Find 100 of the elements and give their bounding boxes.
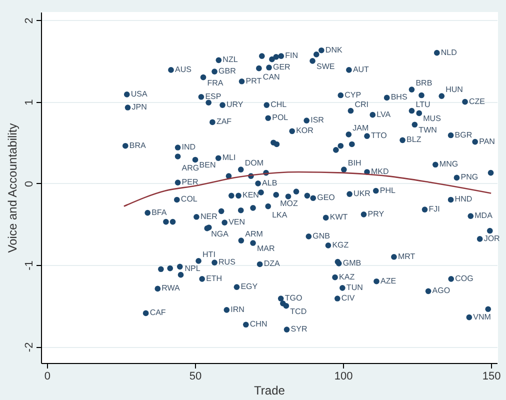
annotation: VEN xyxy=(228,218,246,227)
annotation: MOZ xyxy=(280,198,298,208)
annotation: RWA xyxy=(162,284,181,293)
annotation: ARG xyxy=(182,163,200,172)
annotation: PAN xyxy=(479,136,496,146)
annotation: TCD xyxy=(290,306,307,316)
annotation: DNK xyxy=(325,45,343,54)
annotation: VNM xyxy=(473,312,492,322)
annotation: LKA xyxy=(272,210,288,220)
annotation: RUS xyxy=(218,258,236,267)
annotation: GNB xyxy=(312,231,330,240)
annotation: NPL xyxy=(184,264,201,273)
y-tick-label: -1 xyxy=(24,260,36,270)
annotation: CHN xyxy=(250,320,268,329)
annotation: KAZ xyxy=(339,272,355,282)
annotation: GER xyxy=(273,62,291,72)
annotation: BGR xyxy=(454,130,472,140)
annotation: GMB xyxy=(342,258,362,268)
annotation: CAN xyxy=(262,72,280,82)
annotation: HND xyxy=(454,194,472,204)
annotation: ALB xyxy=(262,178,278,188)
annotation: DZA xyxy=(264,259,280,268)
annotation: EGY xyxy=(240,282,258,292)
annotation: GBR xyxy=(218,66,236,76)
annotation: DOM xyxy=(244,158,264,168)
annotation: BEN xyxy=(199,160,216,170)
annotation: PHL xyxy=(380,186,396,195)
annotation: SYR xyxy=(290,324,308,334)
annotation: BIH xyxy=(348,158,362,168)
annotation: CHL xyxy=(270,100,288,110)
annotation: CYP xyxy=(344,90,362,100)
annotation: NGA xyxy=(211,229,230,238)
annotation: PNG xyxy=(460,172,478,182)
x-tick-label: 50 xyxy=(189,370,202,382)
annotation: LVA xyxy=(376,110,392,119)
annotation: MLI xyxy=(222,153,236,162)
annotation: NER xyxy=(200,212,218,221)
annotation: AUT xyxy=(352,64,370,74)
annotation: TTO xyxy=(371,131,387,140)
annotation: MNG xyxy=(439,160,458,169)
annotation: UKR xyxy=(354,189,371,198)
annotation: JOR xyxy=(484,234,500,243)
annotation: MRT xyxy=(398,252,416,261)
x-tick-label: 150 xyxy=(482,370,501,382)
annotation: URY xyxy=(226,100,244,110)
annotation: AZE xyxy=(380,276,396,286)
annotation: IRN xyxy=(230,304,245,314)
annotation: BFA xyxy=(152,208,168,217)
annotation: GEO xyxy=(317,193,335,202)
annotation: IND xyxy=(182,142,196,152)
annotation: KWT xyxy=(330,212,348,222)
annotation: KOR xyxy=(296,126,314,136)
annotation: FJI xyxy=(428,204,440,214)
annotation: COL xyxy=(180,194,198,204)
annotation: MDA xyxy=(474,211,494,220)
annotation: PRY xyxy=(368,209,385,218)
annotation: NZL xyxy=(222,55,238,64)
annotation: ARM xyxy=(245,230,264,239)
y-tick-label: 0 xyxy=(24,180,36,187)
annotation: ESP xyxy=(205,92,222,101)
annotation: PER xyxy=(182,178,198,187)
y-tick-label: 2 xyxy=(24,18,36,24)
annotation: CZE xyxy=(469,96,486,106)
annotation: AGO xyxy=(432,286,450,296)
annotation: SWE xyxy=(316,62,335,71)
annotation: PRT xyxy=(246,76,262,86)
annotation: POL xyxy=(272,113,289,122)
annotation: KGZ xyxy=(332,240,349,250)
annotation: BLZ xyxy=(406,135,422,144)
annotation: BRA xyxy=(129,140,147,150)
x-axis-title: Trade xyxy=(254,384,286,398)
annotation: KEN xyxy=(242,190,260,200)
annotation: BRB xyxy=(416,78,432,88)
annotation: CIV xyxy=(341,294,356,303)
annotation: MUS xyxy=(423,114,441,124)
y-axis-title: Voice and Accountability xyxy=(6,123,20,253)
annotation: CRI xyxy=(354,100,369,109)
annotation: FRA xyxy=(207,78,224,88)
annotation: MKD xyxy=(371,166,390,176)
annotation: ZAF xyxy=(216,117,232,126)
annotation: HUN xyxy=(446,85,464,94)
y-tick-label: -2 xyxy=(24,342,36,352)
annotation: ISR xyxy=(310,116,324,125)
annotation: LTU xyxy=(416,100,430,109)
annotation: NLD xyxy=(440,48,458,57)
annotation: TWN xyxy=(418,126,438,135)
annotation: JAM xyxy=(352,123,369,132)
annotation: TUN xyxy=(346,282,364,292)
annotation: JPN xyxy=(132,102,148,112)
annotation: TGO xyxy=(284,294,302,303)
annotation: AUS xyxy=(174,64,192,74)
x-tick-label: 0 xyxy=(44,370,50,382)
x-tick-label: 100 xyxy=(334,370,353,382)
annotation: HTI xyxy=(202,250,216,259)
y-tick-label: 1 xyxy=(24,99,36,106)
annotation: COG xyxy=(455,274,474,283)
annotation: USA xyxy=(130,89,148,98)
annotation: CAF xyxy=(150,308,166,318)
annotation: FIN xyxy=(285,51,298,60)
annotation: ETH xyxy=(206,274,222,283)
